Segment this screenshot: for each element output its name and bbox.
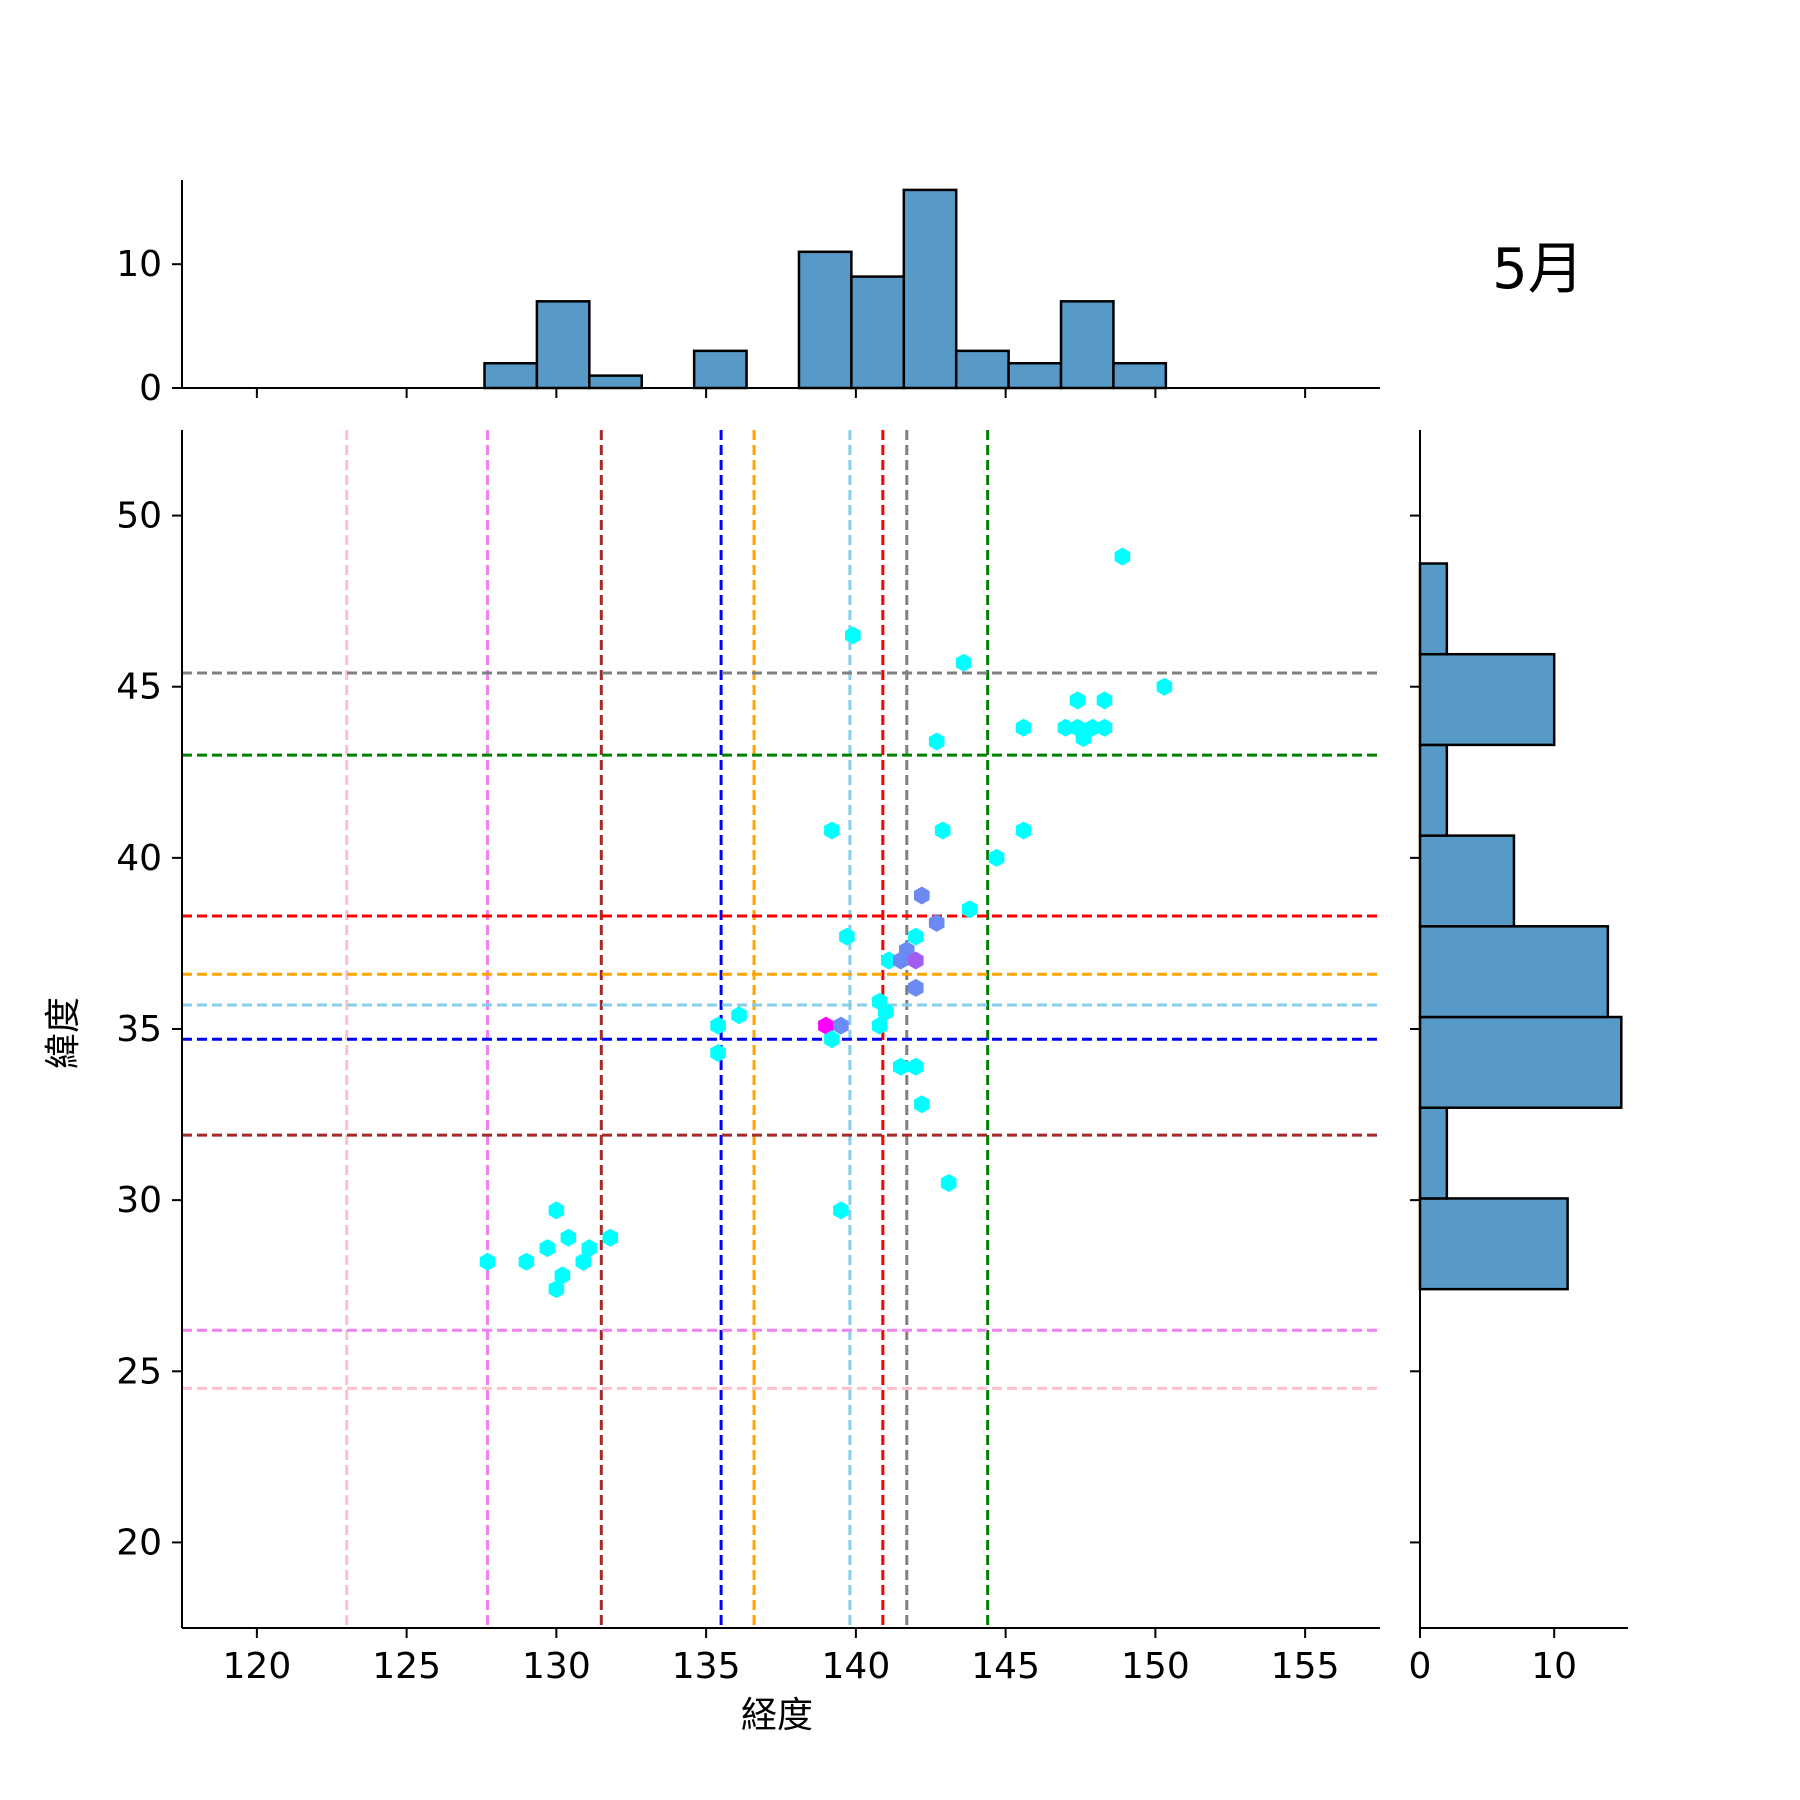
right-histogram-bar — [1418, 1106, 1449, 1200]
x-tick-label: 145 — [971, 1646, 1040, 1687]
hexbin-cell — [893, 1057, 909, 1076]
hexbin-cell — [1015, 718, 1032, 737]
hexbin-cell — [1015, 821, 1032, 840]
hexbin-cell — [934, 821, 951, 840]
hexbin-cell — [914, 886, 930, 905]
hexbin-cell — [1075, 729, 1092, 748]
top-histogram-bar — [954, 349, 1010, 390]
top-histogram-tick-label: 10 — [116, 244, 162, 285]
hexbin-cell — [914, 1095, 930, 1114]
hexbin-cell — [908, 978, 924, 997]
hexbin-cell — [908, 951, 924, 970]
right-histogram-bar — [1418, 562, 1449, 656]
x-tick-label: 130 — [522, 1646, 591, 1687]
hexbin-cell — [961, 900, 978, 919]
y-tick-label: 30 — [116, 1180, 162, 1221]
hexbin-cell — [928, 913, 945, 932]
hexbin-cell — [845, 626, 861, 645]
hexbin-cell — [581, 1239, 598, 1258]
hexbin-cell — [878, 1002, 894, 1021]
right-histogram-bar — [1418, 652, 1556, 747]
hexbin-cell — [731, 1006, 747, 1025]
hexbin-cell — [940, 1174, 957, 1192]
hexbin-cell — [908, 927, 924, 946]
hexbin-cell — [479, 1252, 496, 1271]
hexbin-cell — [872, 1016, 888, 1035]
top-histogram-bar — [902, 188, 958, 390]
hexbin-cell — [554, 1266, 571, 1285]
hexbin-cell — [908, 1057, 924, 1076]
y-tick-label: 25 — [116, 1351, 162, 1392]
top-histogram: 0 10 — [116, 180, 1380, 409]
hexbin-cell — [548, 1280, 565, 1299]
hexbin-cell — [881, 951, 897, 970]
x-tick-label: 150 — [1121, 1646, 1190, 1687]
right-histogram-bar — [1418, 1015, 1623, 1109]
top-histogram-bar — [1007, 361, 1063, 390]
hexbin-cell — [839, 927, 855, 946]
hexbin-cell — [539, 1239, 556, 1258]
right-histogram-tick-label: 0 — [1409, 1646, 1432, 1687]
hexbin-cell — [818, 1016, 834, 1035]
right-histogram: 0 10 — [1409, 430, 1628, 1687]
hexbin-cell — [1156, 677, 1173, 696]
right-histogram-tick-label: 10 — [1531, 1646, 1577, 1687]
hexbin-cell — [602, 1228, 619, 1247]
x-tick-label: 120 — [223, 1646, 292, 1687]
hexbin-cell — [560, 1228, 577, 1247]
top-histogram-bar — [850, 275, 906, 390]
panel-title: 5月 — [1492, 237, 1584, 302]
top-histogram-bar — [1112, 361, 1168, 390]
y-tick-label: 45 — [116, 667, 162, 708]
top-histogram-tick-label: 0 — [139, 368, 162, 409]
hexbin-cell — [518, 1252, 535, 1271]
hexbin-cell — [928, 732, 945, 751]
hexbin-cell — [988, 848, 1005, 867]
hexbin-cell — [824, 821, 840, 840]
hexbin-cell — [575, 1252, 592, 1271]
x-tick-label: 135 — [672, 1646, 741, 1687]
right-histogram-bar — [1418, 743, 1449, 837]
hexbin-cell — [893, 951, 909, 970]
top-histogram-bar — [1059, 300, 1115, 390]
hexbin-cell — [1096, 691, 1113, 710]
x-tick-label: 125 — [372, 1646, 441, 1687]
y-tick-label: 40 — [116, 838, 162, 879]
reference-lines — [182, 430, 1380, 1628]
hexbin-cell — [833, 1201, 849, 1220]
scatter-points — [479, 547, 1173, 1299]
right-histogram-bar — [1418, 1197, 1569, 1291]
hexbin-cell — [548, 1201, 565, 1220]
top-histogram-bar — [535, 300, 591, 390]
top-histogram-bar — [797, 250, 853, 390]
right-histogram-bar — [1418, 925, 1610, 1019]
top-histogram-bar — [483, 361, 539, 390]
main-axes: 120 125 130 135 140 145 150 155 20 25 30 35 40 45 50 — [116, 430, 1380, 1687]
hexbin-cell — [833, 1016, 849, 1035]
y-tick-label: 50 — [116, 496, 162, 537]
x-tick-label: 140 — [822, 1646, 891, 1687]
top-histogram-bar — [588, 374, 643, 390]
hexbin-cell — [824, 1030, 840, 1049]
y-tick-label: 20 — [116, 1522, 162, 1563]
y-axis-title: 緯度 — [43, 997, 84, 1069]
hexbin-cell — [1114, 547, 1131, 566]
hexbin-cell — [1096, 718, 1113, 737]
x-tick-label: 155 — [1271, 1646, 1340, 1687]
y-tick-label: 35 — [116, 1009, 162, 1050]
hexbin-cell — [710, 1044, 726, 1062]
top-histogram-bar — [692, 349, 748, 390]
x-axis-title: 経度 — [741, 1695, 813, 1736]
hexbin-cell — [1069, 691, 1086, 710]
hexbin-cell — [1057, 718, 1074, 737]
right-histogram-bar — [1418, 834, 1516, 928]
hexbin-cell — [955, 653, 972, 672]
hexbin-cell — [710, 1016, 726, 1035]
